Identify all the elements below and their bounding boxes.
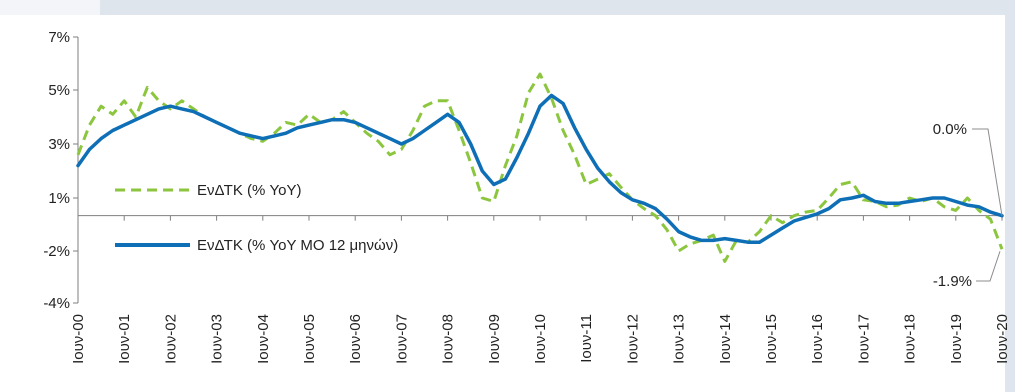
x-tick-label: Ιουν-20 [994, 314, 1011, 364]
series-layer [76, 72, 1004, 263]
x-tick-label: Ιουν-14 [717, 314, 734, 364]
annotation-label-top: 0.0% [933, 121, 967, 138]
y-tick-label: -2% [43, 243, 70, 260]
x-tick-label: Ιουν-17 [855, 314, 872, 364]
x-tick-label: Ιουν-18 [902, 314, 919, 364]
annotations: 0.0% -1.9% [933, 121, 1003, 290]
legend-label-1: ΕνΔΤΚ (% YoY) [197, 182, 301, 199]
x-tick-label: Ιουν-09 [486, 314, 503, 364]
x-tick-label: Ιουν-04 [255, 314, 272, 364]
x-tick-label: Ιουν-00 [70, 314, 87, 364]
y-axis: 7% 5% 3% 1% -2% -4% [43, 29, 79, 312]
series-line-2 [76, 93, 1004, 244]
x-tick-label: Ιουν-19 [948, 314, 965, 364]
series-line-1 [76, 72, 1004, 263]
x-axis: Ιουν-00 Ιουν-01 Ιουν-02 Ιουν-03 Ιουν-04 Ιουν-… [70, 215, 1011, 364]
right-border-strip [1005, 0, 1015, 392]
x-tick-label: Ιουν-05 [301, 314, 318, 364]
x-tick-label: Ιουν-10 [532, 314, 549, 364]
y-tick-label: 3% [48, 136, 70, 153]
x-tick-label: Ιουν-03 [209, 314, 226, 364]
top-border-strip [0, 0, 1015, 15]
annotation-leader-bottom [976, 251, 1001, 282]
y-tick-label: 7% [48, 29, 70, 46]
x-tick-label: Ιουν-02 [162, 314, 179, 364]
x-tick-label: Ιουν-11 [578, 314, 595, 363]
annotation-label-bottom: -1.9% [933, 273, 972, 290]
y-tick-label: -4% [43, 295, 70, 312]
x-tick-label: Ιουν-07 [393, 314, 410, 364]
x-tick-label: Ιουν-16 [809, 314, 826, 364]
annotation-leader-top [972, 128, 1003, 216]
x-tick-label: Ιουν-06 [347, 314, 364, 364]
x-tick-label: Ιουν-08 [440, 314, 457, 364]
x-tick-label: Ιουν-13 [671, 314, 688, 364]
x-tick-label: Ιουν-01 [116, 314, 133, 364]
x-tick-label: Ιουν-12 [624, 314, 641, 364]
legend-label-2: ΕνΔΤΚ (% YoY ΜΟ 12 μηνών) [197, 237, 398, 254]
x-tick-label: Ιουν-15 [763, 314, 780, 364]
y-tick-label: 5% [48, 82, 70, 99]
legend: ΕνΔΤΚ (% YoY) ΕνΔΤΚ (% YoY ΜΟ 12 μηνών) [115, 182, 398, 254]
y-tick-label: 1% [48, 190, 70, 207]
